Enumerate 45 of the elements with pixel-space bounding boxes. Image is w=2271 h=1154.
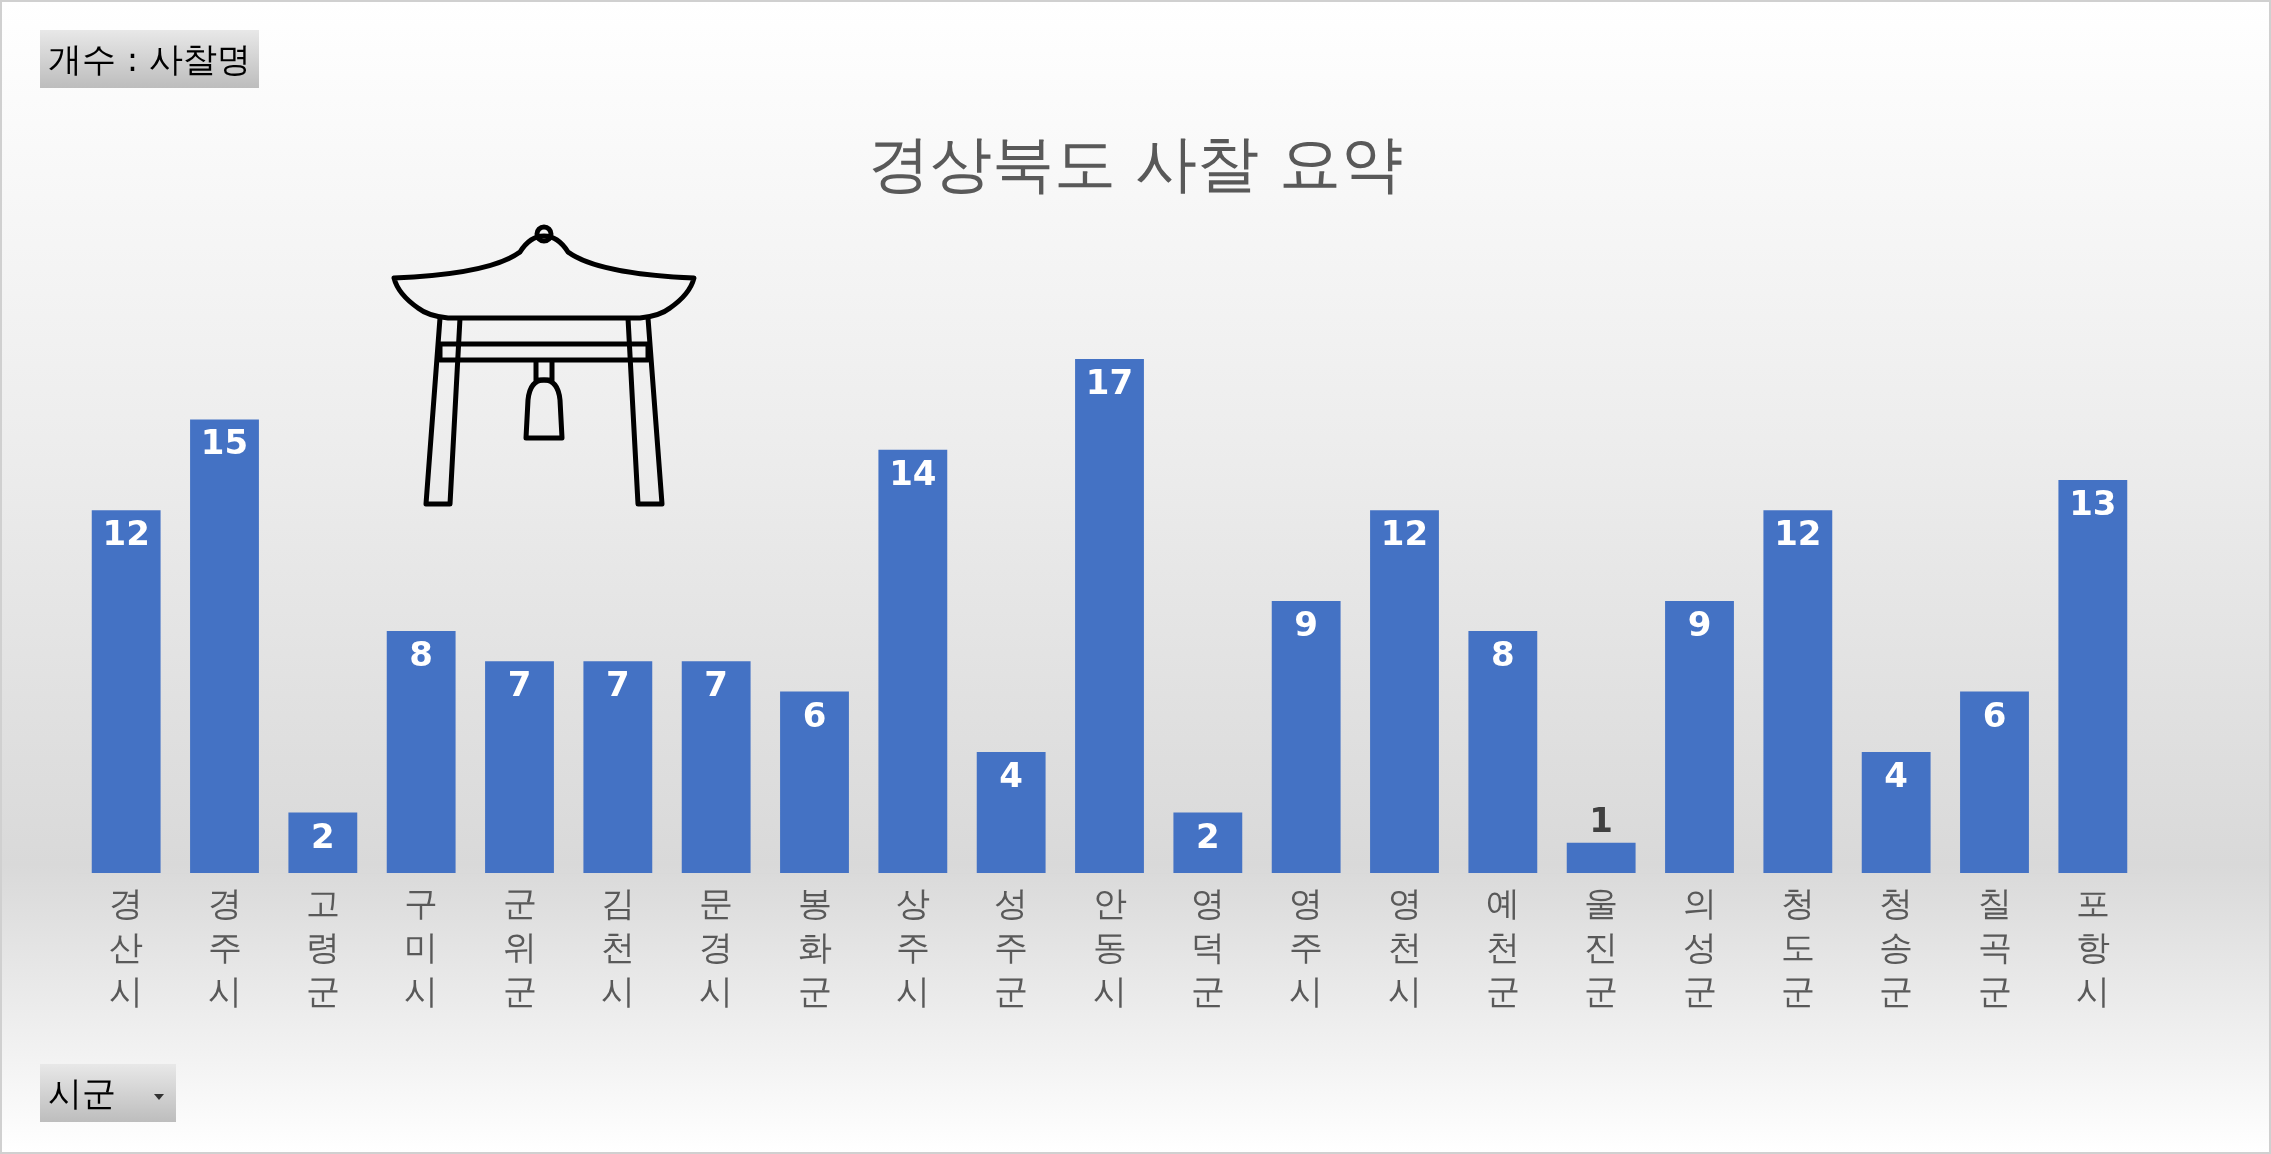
data-label: 4: [1884, 755, 1908, 796]
text: 시군: [40, 1064, 176, 1122]
data-label: 7: [704, 664, 728, 705]
x-tick-label: 영주시: [1289, 882, 1324, 1012]
data-label: 2: [311, 815, 335, 856]
x-tick-label: 봉화군: [797, 882, 832, 1012]
data-label: 12: [102, 513, 150, 554]
data-label: 13: [2069, 482, 2117, 523]
data-label: 12: [1380, 513, 1429, 554]
chart-title: 경상북도 사찰 요약: [867, 126, 1404, 200]
data-label: 2: [1196, 815, 1220, 856]
data-label: 8: [409, 634, 433, 675]
x-tick-label: 영천시: [1387, 882, 1422, 1012]
data-label: 6: [1982, 694, 2007, 735]
x-tick-label: 예천군: [1485, 882, 1520, 1012]
x-tick-label: 문경시: [699, 882, 734, 1012]
data-label: 14: [889, 452, 937, 493]
x-tick-label: 포항시: [2075, 882, 2110, 1012]
text: 개수 : 사찰명: [40, 30, 260, 88]
data-label: 17: [1085, 362, 1134, 402]
data-label: 9: [1294, 603, 1318, 644]
x-tick-label: 고령군: [305, 882, 340, 1012]
x-tick-label: 영덕군: [1190, 882, 1225, 1012]
x-tick-label: 성주군: [994, 882, 1029, 1012]
data-label: 7: [507, 664, 532, 705]
data-label: 1: [1589, 799, 1613, 840]
data-label: 8: [1491, 634, 1515, 675]
data-label: 4: [999, 755, 1023, 796]
data-label: 7: [606, 664, 630, 705]
x-tick-label: 구미시: [404, 882, 439, 1012]
x-tick-label: 칠곡군: [1977, 882, 2012, 1012]
data-label: 6: [802, 694, 827, 735]
x-tick-label: 군위군: [502, 882, 537, 1012]
data-label: 15: [200, 422, 249, 463]
x-tick-label: 청송군: [1879, 882, 1914, 1012]
data-label: 9: [1687, 603, 1712, 644]
x-tick-label: 의성군: [1682, 882, 1717, 1012]
x-tick-label: 경주시: [207, 882, 242, 1012]
x-tick-label: 상주시: [895, 882, 930, 1012]
x-tick-label: 김천시: [600, 882, 635, 1012]
x-tick-label: 청도군: [1780, 882, 1815, 1012]
x-tick-label: 안동시: [1092, 882, 1127, 1012]
x-tick-label: 울진군: [1584, 882, 1619, 1012]
data-label: 12: [1774, 513, 1822, 554]
x-tick-label: 경산시: [109, 882, 144, 1012]
